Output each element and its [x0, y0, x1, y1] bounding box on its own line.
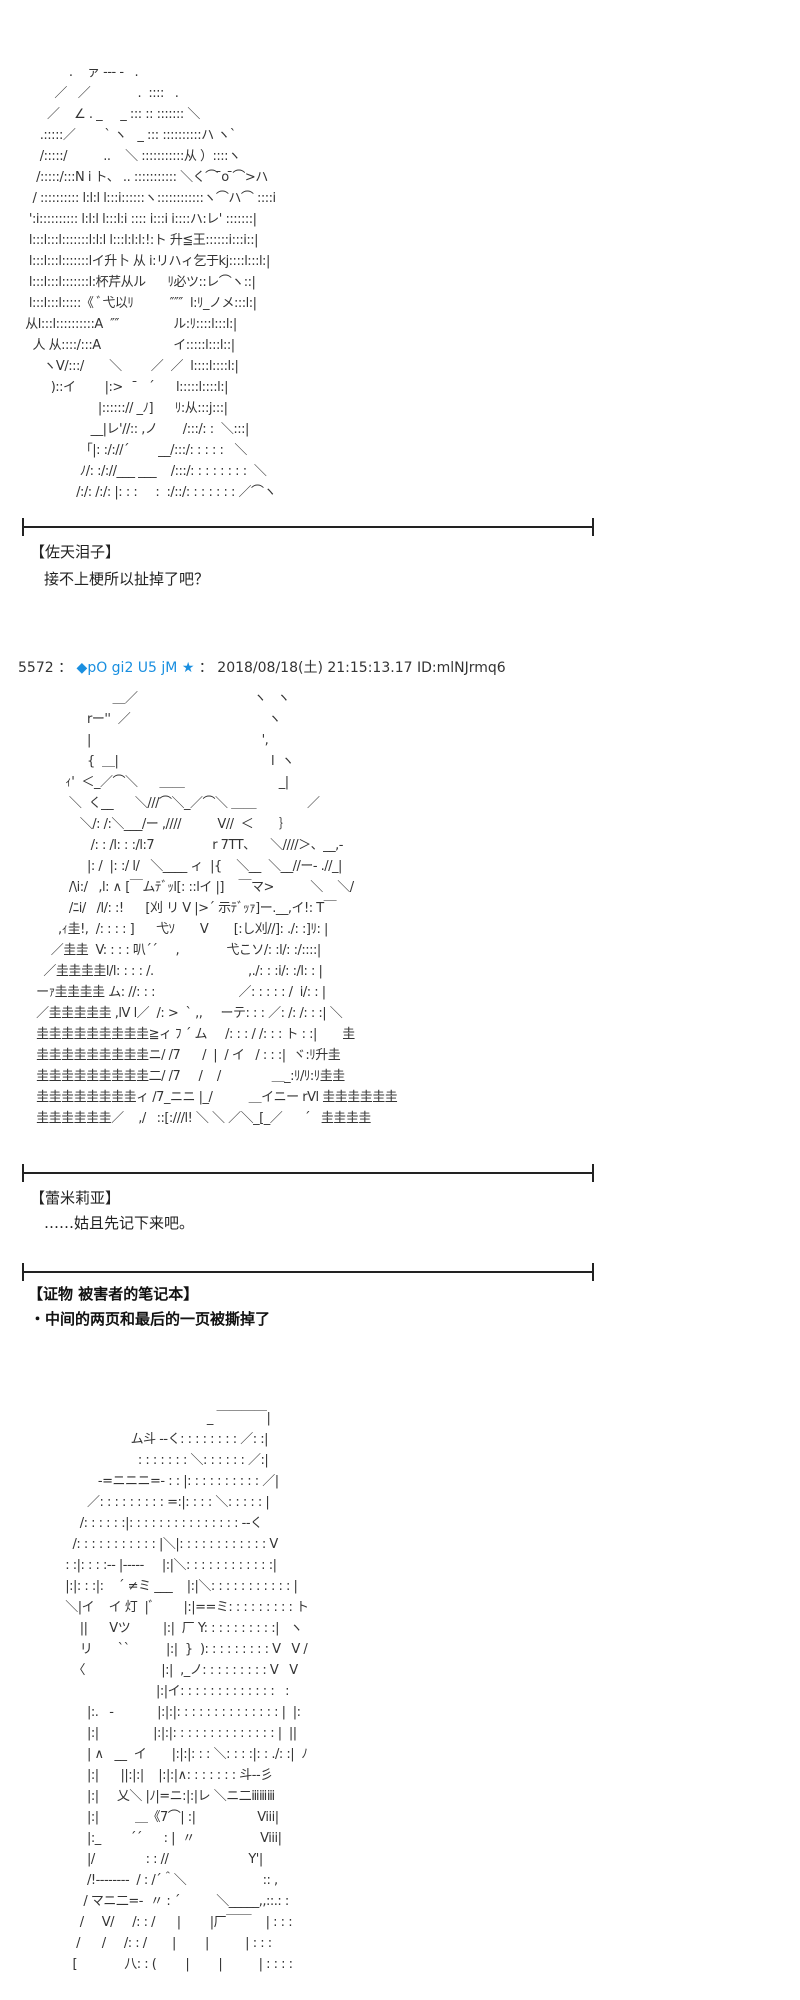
ascii-art-line: ＼/: /:＼___/ー ,//// V// ＜ ｝ [79, 817, 292, 832]
ascii-art-line: |: / |: :/ l/ ＼____ ィ |{ ＼__ ＼__//ー- .//… [87, 859, 342, 874]
ascii-art-line: | ', [87, 733, 269, 748]
ascii-art-line: ＼ く__ ＼///⌒＼_／⌒＼ ＿＿ ／ [68, 796, 320, 811]
ascii-art-line: 圭圭圭圭圭圭圭圭圭ニ/ /7 / | / イ / : : :| ヾ:ﾘ升圭 [36, 1048, 341, 1063]
ascii-art-line: /: : /l: : :/l:7 r 7TT、 ＼////＞、__,- [90, 838, 344, 853]
ascii-art-line: 「|: :/://´ __/:::/: : : : : ＼ [79, 443, 248, 458]
ascii-art-line: : : : : : : : ＼: : : : : : ／:| [137, 1453, 269, 1468]
ascii-art-line: ／ ∠ . _ _ ::: :: ::::::: ＼ [47, 107, 200, 122]
ascii-art-line: ム斗 ‐‐く: : : : : : : : ／: :| [130, 1432, 269, 1447]
ascii-art-line: /:/: /:/: |: : : : :/::/: : : : : : : ／⌒… [76, 485, 276, 500]
ascii-art-line: )::イ |:> ̄ ´ l:::::l::::l:| [50, 380, 229, 395]
ascii-art-remilia: ＿／ ヽ ヽ rー'' ／ ヽ | ', { ＿| [18, 688, 398, 1129]
ascii-art-line: ＼|イ イ 灯 |ﾞ |:|==ミ: : : : : : : : : ト [65, 1600, 309, 1615]
ascii-art-line: 圭圭圭圭圭圭／ ,/ ::[:///l! ＼ ＼ ／＼_[_／ ´ 圭圭圭圭 [36, 1111, 371, 1126]
ascii-art-line: / マニ二=- 〃 : ´ ＼_____,,::.: : [83, 1894, 289, 1909]
ascii-art-line: || Vツ |:| 厂 Y: : : : : : : : : :| ヽ [79, 1621, 303, 1636]
ascii-art-line: |:| |:|:|: : : : : : : : : : : : : : | |… [87, 1726, 297, 1741]
ascii-art-line: l:::l:::l:::::《 ﾞ弋以ﾘ ″″″ l:ﾘ_ノメ:::l:| [28, 296, 257, 311]
ascii-art-line: . ァ ‐‐‐ ‐ . [68, 65, 139, 80]
poster-trip[interactable]: ◆pO gi2 U5 jM ★ [76, 660, 195, 676]
ascii-art-line: ':i:::::::::: l:l:l l:::l:i :::: i:::i i… [28, 212, 257, 227]
ascii-art-line: .:::::／ ` ヽ _ ::: ::::::::::ハ ヽ` [39, 128, 236, 143]
ascii-art-saten: . ァ ‐‐‐ ‐ . ／ ／ . :::: . ／ ∠ . _ _ ::: :… [18, 62, 276, 503]
ascii-art-line: リ `` |:| } ): : : : : : : : : V V / [79, 1642, 308, 1657]
post-number: 5572 [18, 660, 54, 676]
ascii-art-line: ＿／ ヽ ヽ [112, 691, 290, 706]
ascii-art-line: 人 从::::/:::A イ:::::l:::l::| [32, 338, 236, 353]
ascii-art-line: ーｧ圭圭圭圭 ム: //: : : ／: : : : : / i/: : | [36, 985, 326, 1000]
ascii-art-line: ／ ／ . :::: . [54, 86, 179, 101]
ascii-art-line: [ 八: : ( | | | : : : : [72, 1957, 293, 1972]
evidence-title: 【证物 被害者的笔记本】 [28, 1285, 199, 1303]
ascii-art-line: ヽV/:::/ ＼ ／ ／ l::::l::::l:| [43, 359, 239, 374]
ascii-art-line: ,ｨ圭!, /: : : : ] 弋ｿ V [:し刈//]: ./: :]ﾘ: … [57, 922, 328, 937]
post-datetime: 2018/08/18(土) 21:15:13.17 [217, 660, 413, 676]
ascii-art-line: _ ￣￣￣￣| [206, 1411, 271, 1426]
divider-line [22, 1263, 594, 1281]
ascii-art-line: /\i:/ ,l: ∧ [￣ムﾃﾞｯl[: ::lイ |] ￣マ> ＼ ＼/ [68, 880, 354, 895]
poster-id: ID:mlNJrmq6 [416, 660, 506, 676]
ascii-art-line: ／圭圭圭圭圭 ,lV l／ /: > ` ,, ーテ: : : ／: /: /:… [36, 1006, 343, 1021]
ascii-art-line: |:_ ´´ : | 〃 Viii| [87, 1831, 282, 1846]
evidence-item: ・中间的两页和最后的一页被撕掉了 [30, 1310, 271, 1328]
ascii-art-line: |:| ＿《7⌒| :| Viii| [87, 1810, 279, 1825]
ascii-art-line: |/ : : // Y'| [87, 1852, 263, 1867]
ascii-art-line: / / /: : / | | | : : : [76, 1936, 272, 1951]
ascii-art-line: | ∧ __ イ |:|:|: : : ＼: : : :|: : ./: :| … [87, 1747, 308, 1762]
ascii-art-line: /: : : : : : : : : : : |＼|: : : : : : : … [72, 1537, 278, 1552]
ascii-art-line: |:. - |:|:|: : : : : : : : : : : : : : |… [87, 1705, 301, 1720]
separator: ： [58, 660, 73, 676]
ascii-art-line: /!‐‐‐‐‐‐‐‐ / : /´＾＼ :: , [87, 1873, 278, 1888]
ascii-art-line: l:::l:::l:::::::lイ升卜 从 i:リハィ乞于kj::::l:::… [28, 254, 270, 269]
ascii-art-line: 从l:::l::::::::::A ″″ ル:ﾘ::::l:::l:| [25, 317, 237, 332]
ascii-art-line: l:::l:::l:::::::l:l:l l:::l:l:l:!:ト 升≦王:… [28, 233, 259, 248]
ascii-art-line: /ﾆi/ /l/: :! [刈 リ V |>´ 示ﾃﾞｯｧ]ー.__,イ!: T… [68, 901, 337, 916]
ascii-art-line: /:::::/ .. ＼ :::::::::::从 ）::::ヽ [39, 149, 241, 164]
ascii-art-line: ／: : : : : : : : : =:|: : : : ＼: : : : :… [87, 1495, 270, 1510]
ascii-art-line: |:|: : :|: ´ ≠ミ ___ |:|＼: : : : : : : : … [65, 1579, 298, 1594]
divider-line [22, 518, 594, 536]
ascii-art-line: { ＿| l ヽ [87, 754, 294, 769]
post-header: 5572 ： ◆pO gi2 U5 jM ★ ： 2018/08/18(土) 2… [18, 657, 506, 677]
ascii-art-line: l:::l:::l:::::::l:杯芹从ル ﾘ必ツ::レ⌒ヽ::| [28, 275, 256, 290]
ascii-art-line: rー'' ／ ヽ [87, 712, 281, 727]
ascii-art-line: /:::::/:::N i ト、 .. ::::::::::: ＼く⌒ ̄o ̄… [36, 170, 268, 185]
ascii-art-line: ﾉ/: :/://___ ___ /:::/: : : : : : : : ＼ [79, 464, 267, 479]
ascii-art-line: 〈 |:| ,_ノ: : : : : : : : : V V [72, 1663, 298, 1678]
ascii-art-line: |::::::// _ﾉ] ﾘ:从:::j:::| [97, 401, 228, 416]
speaker-name: 【蕾米莉亚】 [30, 1189, 121, 1207]
ascii-art-line: |:| 乂＼ |ﾉ|=ニ:|:|レ ＼ニ二ⅲⅲⅲ [87, 1789, 275, 1804]
ascii-art-line: ／圭圭圭圭l/l: : : : /. ,./: : :i/: :/l: : | [43, 964, 323, 979]
ascii-art-line: / :::::::::: l:l:l l:::i::::::ヽ:::::::::… [32, 191, 277, 206]
ascii-art-line: /: : : : : :|: : : : : : : : : : : : : :… [79, 1516, 263, 1531]
separator: ： [198, 660, 213, 676]
divider-line [22, 1164, 594, 1182]
ascii-art-line: / V/ /: : / | |厂￣￣ | : : : [79, 1915, 293, 1930]
ascii-art-line: 圭圭圭圭圭圭圭圭圭二/ /7 / / ＿_:ﾘ/ﾘ:ﾘ圭圭 [36, 1069, 345, 1084]
dialogue-line: ……姑且先记下来吧。 [44, 1214, 195, 1232]
ascii-art-line: -=ニニニ=- : : |: : : : : : : : : : ／| [97, 1474, 279, 1489]
ascii-art-line: 圭圭圭圭圭圭圭圭圭≧ィ ﾌ ´ ム /: : : / /: : : ト : :|… [36, 1027, 355, 1042]
ascii-art-line: __|レ'//:: ,ノ /:::/: : ＼:::| [90, 422, 250, 437]
ascii-art-line: ／圭圭 V: : : : 叭´´ , 弋こソ/: :l/: :/::::| [50, 943, 322, 958]
ascii-art-line: ｨ' ＜_／⌒＼ ＿＿ _| [65, 775, 289, 790]
ascii-art-line: : :|: : : :‐‐ |‐‐‐‐‐ |:|＼: : : : : : : :… [65, 1558, 277, 1573]
speaker-name: 【佐天泪子】 [30, 543, 121, 561]
ascii-art-line: 圭圭圭圭圭圭圭圭ィ /7_ニニ |_/ ＿イニー rVl 圭圭圭圭圭圭 [36, 1090, 398, 1105]
ascii-art-line: |:| ||:|:| |:|:|∧: : : : : : : 斗‐‐彡 [87, 1768, 273, 1783]
ascii-art-line: |:|イ: : : : : : : : : : : : : : [156, 1684, 289, 1699]
dialogue-line: 接不上梗所以扯掉了吧？ [44, 570, 210, 588]
ascii-art-character: _ ￣￣￣￣| ム斗 ‐‐く: : : : : : : : ／: :| : : … [18, 1408, 309, 1975]
